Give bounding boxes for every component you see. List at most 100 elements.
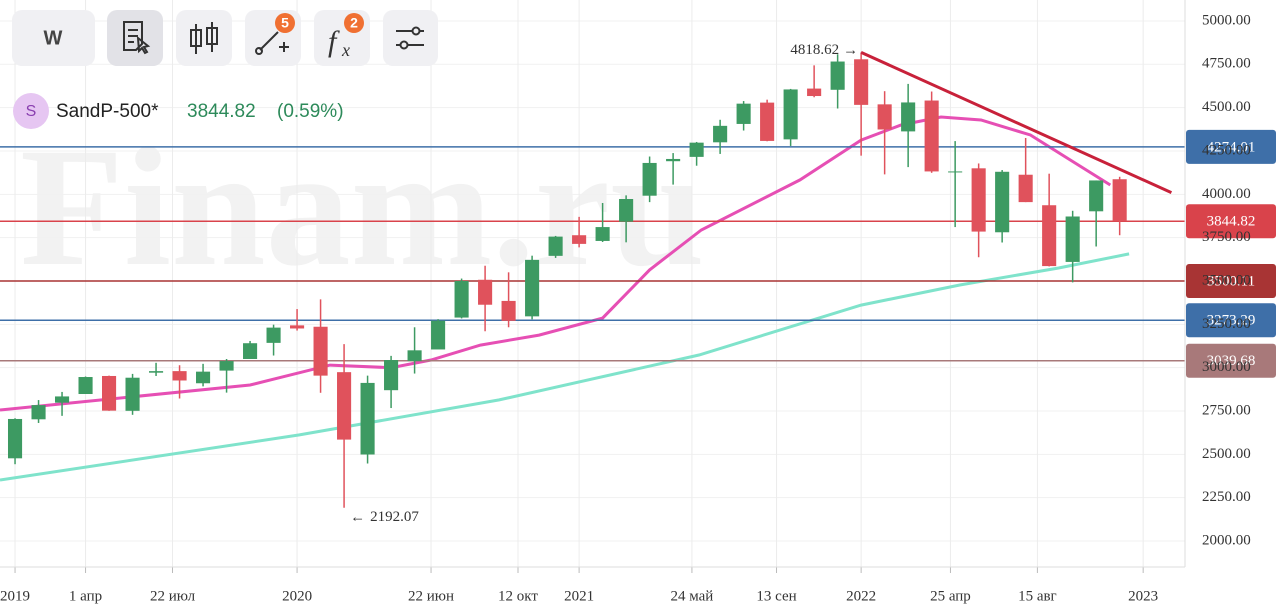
annotation: 4818.62 xyxy=(790,42,839,58)
candle-body xyxy=(243,343,258,359)
candle-body xyxy=(102,375,117,411)
candle xyxy=(525,255,540,320)
level-label: 3273.29 xyxy=(1207,313,1256,329)
candle-body xyxy=(1089,180,1104,212)
candle xyxy=(313,299,328,393)
symbol-icon xyxy=(13,93,49,129)
candle xyxy=(219,358,234,393)
level-label: 3039.68 xyxy=(1207,353,1256,369)
candle xyxy=(783,88,798,146)
candle-body xyxy=(407,350,422,362)
candle xyxy=(1065,210,1080,283)
level-label: 3500.11 xyxy=(1207,273,1255,289)
candle xyxy=(7,418,23,465)
candles-button[interactable] xyxy=(176,10,232,66)
candle-body xyxy=(1112,179,1127,222)
candle xyxy=(290,309,305,331)
settings-knob xyxy=(399,40,409,50)
candle xyxy=(454,278,469,319)
candle-body xyxy=(572,235,587,244)
candle xyxy=(619,195,634,243)
candle-body xyxy=(266,327,281,343)
symbol-change: (0.59%) xyxy=(277,101,344,122)
candle-body xyxy=(666,158,681,162)
candle xyxy=(901,83,916,168)
candle-body xyxy=(760,102,775,141)
candle xyxy=(642,156,657,203)
candle xyxy=(31,400,46,423)
x-tick-label: 2022 xyxy=(846,588,876,604)
interval-button[interactable] xyxy=(12,10,95,66)
interval-label: W xyxy=(44,27,63,49)
candle xyxy=(360,375,375,464)
candle xyxy=(196,363,211,387)
candle-body xyxy=(689,142,704,157)
candle xyxy=(407,327,422,374)
settings-button[interactable] xyxy=(383,10,438,66)
candle xyxy=(548,235,563,258)
candle-body xyxy=(901,102,916,132)
notes-button[interactable] xyxy=(107,10,163,66)
candle-body xyxy=(736,103,751,124)
candle xyxy=(384,355,399,409)
candle-body xyxy=(924,100,939,172)
x-tick-label: 2023 xyxy=(1128,588,1158,604)
fx-icon: x xyxy=(341,40,350,60)
y-tick-label: 4250.00 xyxy=(1202,142,1251,158)
candle-body xyxy=(595,227,610,241)
candle xyxy=(337,344,352,508)
settings-knob xyxy=(411,26,421,36)
candle-body xyxy=(290,325,305,329)
y-tick-label: 3000.00 xyxy=(1202,359,1251,375)
candle-body xyxy=(360,382,375,455)
badge-count: 5 xyxy=(281,15,289,31)
y-tick-label: 4000.00 xyxy=(1202,186,1251,202)
candle-body xyxy=(384,360,399,391)
candle xyxy=(877,91,892,175)
candle-body xyxy=(31,405,46,420)
candle xyxy=(149,362,164,376)
x-tick-label: 25 апр xyxy=(930,588,971,604)
candle-body xyxy=(7,418,23,459)
candle xyxy=(736,101,751,131)
drawing-icon xyxy=(259,31,289,52)
annotation: 2192.07 xyxy=(370,509,419,525)
candle xyxy=(854,52,869,156)
y-tick-label: 3750.00 xyxy=(1202,229,1251,245)
candle-body xyxy=(501,300,516,321)
candle xyxy=(830,54,845,109)
candle-body xyxy=(313,326,328,376)
candle-body xyxy=(783,89,798,140)
level-label: 4274.01 xyxy=(1207,139,1256,155)
candle xyxy=(1112,176,1127,236)
candle xyxy=(266,324,281,356)
y-tick-label: 5000.00 xyxy=(1202,12,1251,28)
annotation-arrow: → xyxy=(843,41,858,58)
symbol-letter: S xyxy=(26,103,37,120)
symbol-last: 3844.82 xyxy=(187,101,256,122)
candle xyxy=(807,65,822,98)
candle xyxy=(995,170,1010,243)
y-tick-label: 3500.00 xyxy=(1202,272,1251,288)
candle-body xyxy=(78,377,93,395)
x-tick-label: 1 апр xyxy=(69,588,102,604)
candle-body xyxy=(219,361,234,371)
candle-body xyxy=(995,171,1010,233)
candle xyxy=(54,391,70,416)
candle-body xyxy=(1018,174,1033,203)
y-tick-label: 2750.00 xyxy=(1202,402,1251,418)
candle xyxy=(243,340,258,359)
drawing-dot xyxy=(255,47,263,55)
candle-body xyxy=(854,59,869,105)
candle xyxy=(924,91,939,173)
x-tick-label: 13 сен xyxy=(756,588,796,604)
candle xyxy=(478,265,493,332)
candle xyxy=(713,119,728,154)
candle xyxy=(948,141,963,228)
x-tick-label: 22 июл xyxy=(150,588,196,604)
candles-icon xyxy=(190,22,218,54)
x-tick-label: 15 авг xyxy=(1018,588,1057,604)
x-tick-label: 24 май xyxy=(671,588,714,604)
y-tick-label: 4750.00 xyxy=(1202,56,1251,72)
